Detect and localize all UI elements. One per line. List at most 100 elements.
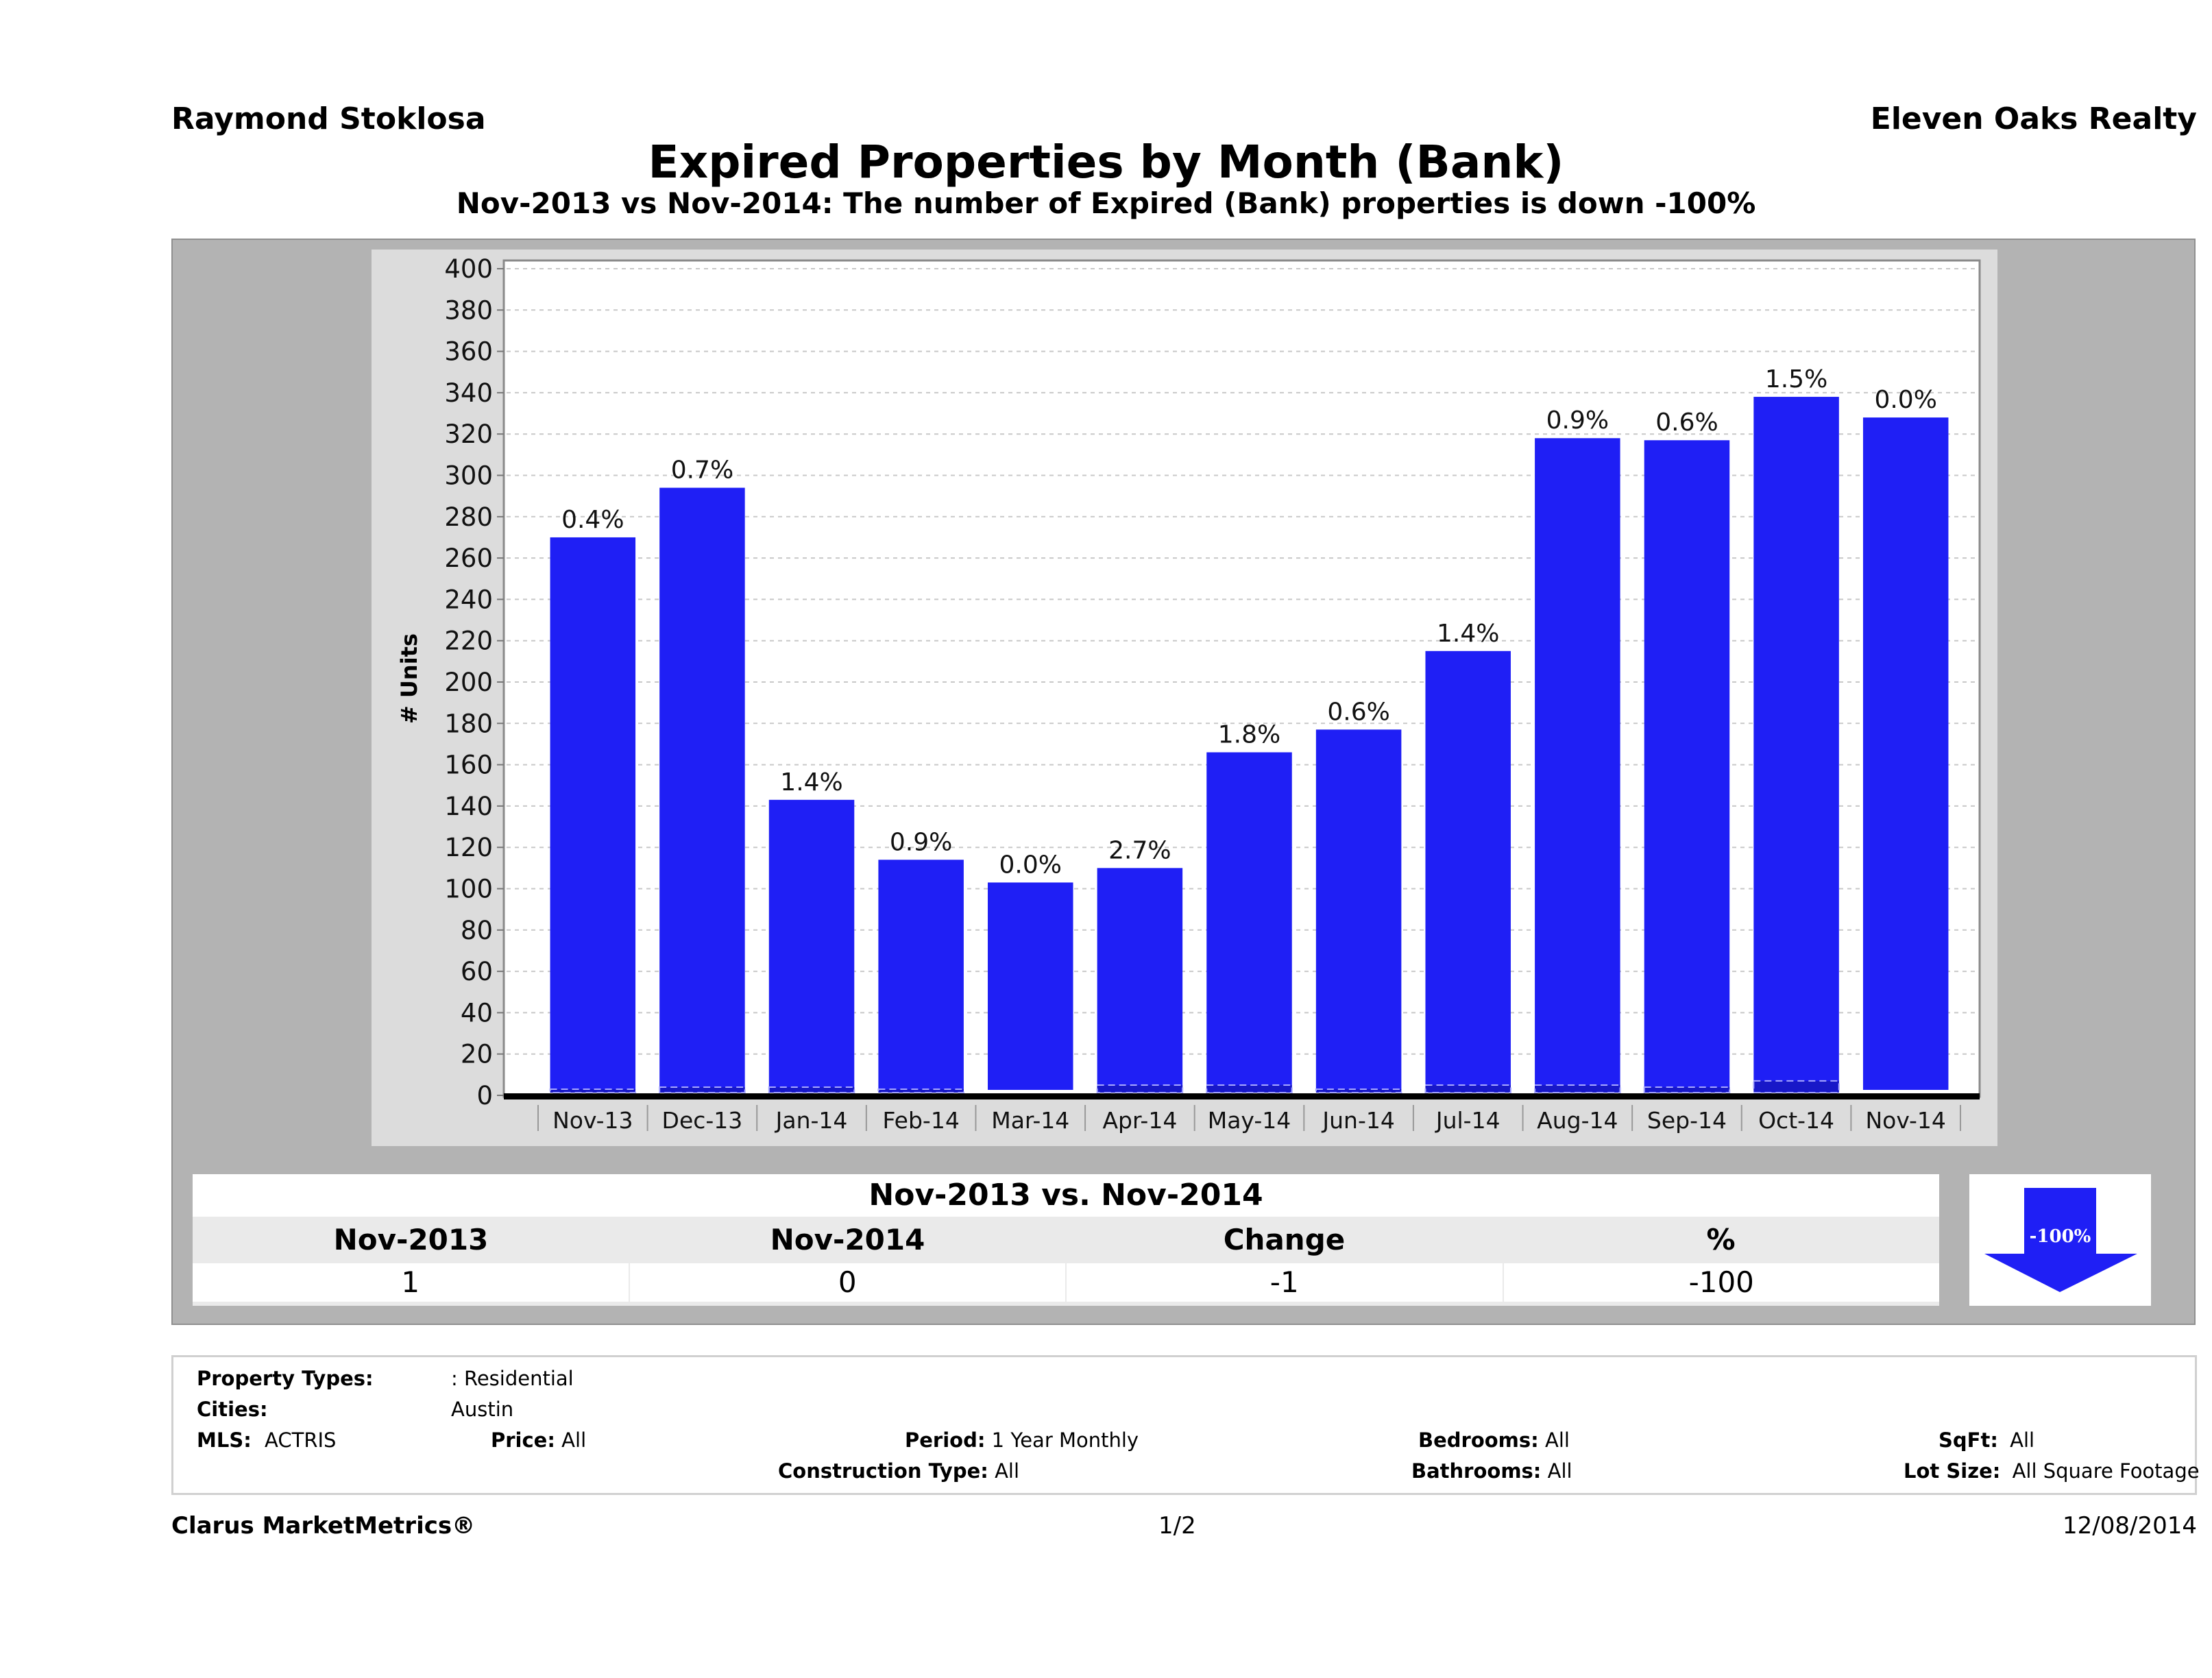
- value-cell: -100: [1503, 1263, 1939, 1302]
- data-label: 0.0%: [1874, 386, 1936, 414]
- data-label: 1.4%: [780, 768, 842, 797]
- y-tick-label: 400: [444, 254, 493, 284]
- y-tick-label: 360: [444, 337, 493, 367]
- y-tick-label: 240: [444, 585, 493, 614]
- bar: [1206, 752, 1292, 1090]
- param-label: Cities:: [197, 1398, 268, 1421]
- x-axis-line: [504, 1093, 1980, 1099]
- bank-bar-segment: [659, 1086, 746, 1093]
- param-label: Bathrooms:: [1411, 1459, 1542, 1483]
- down-arrow-icon: [1984, 1188, 2137, 1292]
- param-value: All: [995, 1459, 1020, 1483]
- param-price: Price: All: [491, 1428, 586, 1452]
- bank-bar-segment: [1534, 1084, 1621, 1093]
- param-label: Period:: [905, 1428, 986, 1452]
- bank-bar-segment: [1096, 1084, 1184, 1093]
- y-tick-label: 380: [444, 295, 493, 325]
- y-axis-label: # Units: [396, 633, 422, 724]
- column-header: Nov-2014: [770, 1223, 925, 1256]
- comparison-caption: Nov-2013 vs. Nov-2014: [193, 1174, 1939, 1217]
- column-header: %: [1706, 1223, 1736, 1256]
- y-tick-label: 100: [444, 875, 493, 904]
- x-tick-label: May-14: [1208, 1107, 1291, 1134]
- bar: [768, 799, 855, 1090]
- x-tick-label: Nov-13: [552, 1107, 633, 1134]
- param-label: Property Types:: [197, 1367, 374, 1390]
- chart-subtitle: Nov-2013 vs Nov-2014: The number of Expi…: [456, 186, 1756, 220]
- column-header: Nov-2013: [333, 1223, 489, 1256]
- data-label: 0.6%: [1327, 698, 1389, 726]
- bank-bar-segment: [549, 1088, 637, 1093]
- agent-name: Raymond Stoklosa: [171, 101, 486, 136]
- bank-bar-segment: [1424, 1084, 1511, 1093]
- bank-bar-segment: [877, 1088, 964, 1093]
- x-tick-label: Mar-14: [991, 1107, 1069, 1134]
- param-value: 1 Year Monthly: [991, 1428, 1139, 1452]
- change-badge-text: -100%: [2029, 1226, 2091, 1247]
- y-tick-label: 300: [444, 461, 493, 491]
- param-label: Construction Type:: [778, 1459, 988, 1483]
- x-tick-label: Jul-14: [1435, 1107, 1500, 1134]
- param-label: Bedrooms:: [1418, 1428, 1539, 1452]
- bar: [878, 860, 964, 1090]
- param-cities: Cities:: [197, 1398, 268, 1421]
- x-axis-ticks: Nov-13 Dec-13 Jan-14 Feb-14 Mar-14 Apr-14 May-…: [504, 1093, 1980, 1134]
- page-number: 1/2: [1158, 1512, 1196, 1540]
- bars: 0.4% 0.7% 1.4% 0.9% 0.0% 2.7% 1.8% 0.6% 1.4% 0.9%…: [549, 365, 1949, 1094]
- x-tick-label: Feb-14: [882, 1107, 959, 1134]
- param-value: ACTRIS: [265, 1428, 337, 1452]
- bank-bar-segment: [1643, 1086, 1731, 1093]
- y-tick-label: 80: [461, 916, 493, 945]
- comparison-value-row: 1 0 -1 -100: [193, 1263, 1939, 1302]
- param-label: Price:: [491, 1428, 555, 1452]
- data-label: 0.9%: [890, 828, 952, 856]
- bank-bar-segment: [1753, 1080, 1840, 1094]
- footer-brand: Clarus MarketMetrics®: [171, 1512, 476, 1540]
- data-label: 1.4%: [1437, 620, 1499, 648]
- data-label: 2.7%: [1108, 836, 1171, 864]
- param-value: All: [1544, 1428, 1570, 1452]
- comparison-table: Nov-2013 vs. Nov-2014 Nov-2013 Nov-2014 …: [193, 1174, 1939, 1306]
- param-bathrooms: Bathrooms: All: [1411, 1459, 1572, 1483]
- value-cell: 0: [629, 1263, 1065, 1302]
- bar: [550, 537, 636, 1090]
- data-label: 0.9%: [1546, 406, 1609, 435]
- x-tick-label: Dec-13: [662, 1107, 743, 1134]
- y-tick-label: 200: [444, 668, 493, 697]
- bar: [659, 487, 745, 1090]
- param-lot-size: Lot Size: All Square Footage: [1904, 1459, 2200, 1483]
- change-badge: -100%: [1969, 1174, 2151, 1306]
- bar: [1315, 729, 1402, 1090]
- bar: [988, 882, 1073, 1090]
- value-cell: 1: [193, 1263, 629, 1302]
- param-cities-value: Austin: [451, 1398, 514, 1421]
- x-tick-label: Oct-14: [1758, 1107, 1834, 1134]
- x-tick-label: Aug-14: [1537, 1107, 1618, 1134]
- y-tick-label: 140: [444, 792, 493, 821]
- chart-title: Expired Properties by Month (Bank): [648, 136, 1564, 189]
- param-bedrooms: Bedrooms: All: [1418, 1428, 1570, 1452]
- report-date: 12/08/2014: [2063, 1512, 2197, 1540]
- y-tick-label: 180: [444, 709, 493, 738]
- x-tick-label: Sep-14: [1647, 1107, 1727, 1134]
- x-tick-label: Jan-14: [775, 1107, 848, 1134]
- data-label: 0.4%: [561, 506, 624, 534]
- y-tick-label: 260: [444, 544, 493, 573]
- param-value: All Square Footage: [2012, 1459, 2200, 1483]
- param-property-types: Property Types:: [197, 1367, 374, 1390]
- bank-bar-segment: [1206, 1084, 1293, 1093]
- bank-bar-segment: [1315, 1088, 1402, 1093]
- report-parameters: Property Types: : Residential Cities: Au…: [171, 1355, 2200, 1495]
- comparison-header-row: Nov-2013 Nov-2014 Change %: [193, 1219, 1939, 1261]
- value-cell: -1: [1067, 1263, 1503, 1302]
- param-period: Period: 1 Year Monthly: [905, 1428, 1139, 1452]
- column-header: Change: [1223, 1223, 1346, 1256]
- param-value: All: [2010, 1428, 2035, 1452]
- bar-chart: 0 20 40 60 80 100 120 140 160 180 200 220 240 260 280 3…: [396, 254, 1981, 1134]
- y-tick-label: 160: [444, 751, 493, 780]
- x-tick-label: Jun-14: [1321, 1107, 1394, 1134]
- y-tick-label: 120: [444, 833, 493, 862]
- param-sqft: SqFt: All: [1938, 1428, 2034, 1452]
- bank-bar-segment: [768, 1086, 855, 1093]
- y-axis-ticks: 0 20 40 60 80 100 120 140 160 180 200 220 240 260 280 3…: [444, 254, 504, 1110]
